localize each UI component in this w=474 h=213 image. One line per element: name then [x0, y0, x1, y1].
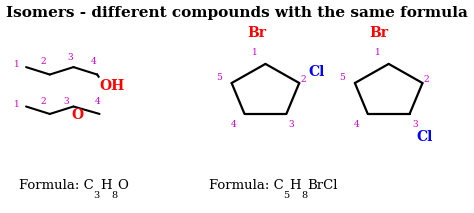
Text: 8: 8 [301, 191, 307, 200]
Text: 3: 3 [289, 120, 294, 129]
Text: 8: 8 [111, 191, 118, 200]
Text: BrCl: BrCl [307, 178, 337, 191]
Text: 4: 4 [94, 97, 100, 106]
Text: Cl: Cl [308, 65, 325, 79]
Text: 1: 1 [252, 48, 257, 57]
Text: Br: Br [370, 26, 389, 40]
Text: OH: OH [100, 79, 125, 93]
Text: 4: 4 [91, 57, 96, 66]
Text: 3: 3 [412, 120, 418, 129]
Text: 2: 2 [301, 75, 306, 84]
Text: 1: 1 [14, 100, 20, 109]
Text: 5: 5 [339, 73, 345, 82]
Text: 2: 2 [424, 75, 429, 84]
Text: Formula: C: Formula: C [19, 178, 94, 191]
Text: Cl: Cl [416, 130, 433, 144]
Text: 1: 1 [375, 48, 381, 57]
Text: 2: 2 [41, 57, 46, 66]
Text: O: O [71, 108, 83, 122]
Text: Br: Br [247, 26, 266, 40]
Text: Isomers - different compounds with the same formula: Isomers - different compounds with the s… [6, 6, 468, 20]
Text: H: H [290, 178, 301, 191]
Text: 5: 5 [283, 191, 290, 200]
Text: 4: 4 [231, 120, 237, 129]
Text: 3: 3 [67, 53, 73, 62]
Text: H: H [100, 178, 111, 191]
Text: 4: 4 [354, 120, 360, 129]
Text: O: O [118, 178, 128, 191]
Text: Formula: C: Formula: C [209, 178, 283, 191]
Text: 1: 1 [14, 60, 20, 69]
Text: 2: 2 [41, 97, 46, 106]
Text: 3: 3 [94, 191, 100, 200]
Text: 3: 3 [64, 97, 69, 106]
Text: 5: 5 [216, 73, 222, 82]
